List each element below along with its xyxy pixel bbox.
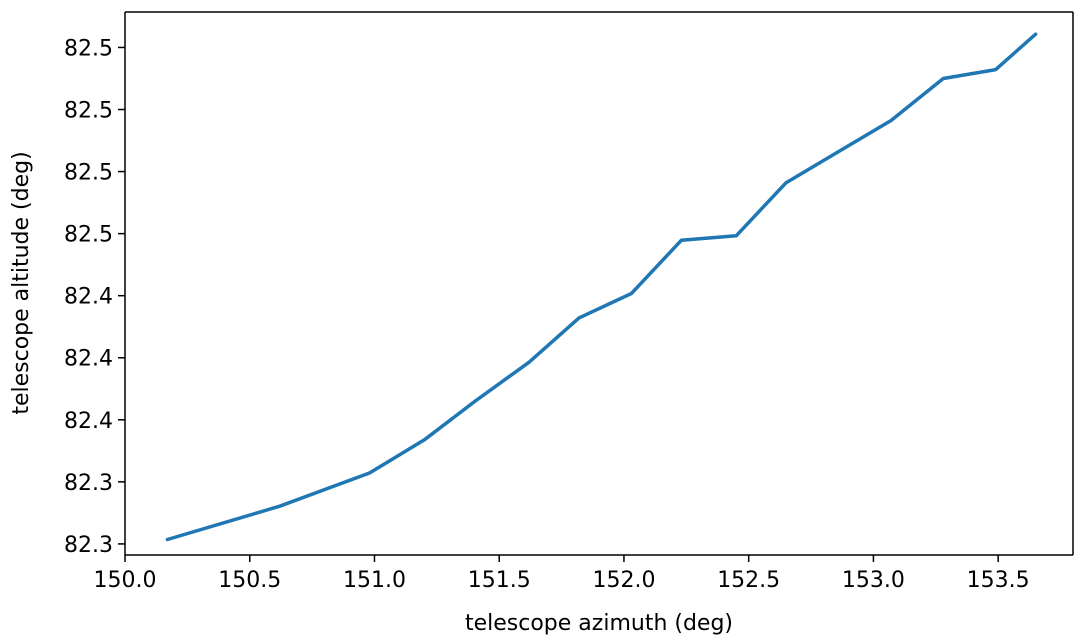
x-tick-label: 152.5 [717, 568, 780, 593]
x-tick-label: 153.0 [842, 568, 905, 593]
x-axis-label: telescope azimuth (deg) [465, 611, 733, 636]
y-tick-label: 82.5 [64, 99, 113, 124]
x-tick-label: 151.5 [468, 568, 531, 593]
x-axis-ticks: 150.0 150.5 151.0 151.5 152.0 152.5 153.0 153.5 [94, 555, 1030, 593]
y-tick-label: 82.4 [64, 347, 113, 372]
series-line [165, 32, 1038, 542]
y-tick-label: 82.3 [64, 533, 113, 558]
x-tick-label: 151.0 [343, 568, 406, 593]
y-tick-label: 82.5 [64, 161, 113, 186]
y-tick-label: 82.5 [64, 223, 113, 248]
series-layer [165, 32, 1038, 542]
y-tick-label: 82.3 [64, 471, 113, 496]
y-tick-label: 82.5 [64, 36, 113, 61]
x-tick-label: 152.0 [592, 568, 655, 593]
x-tick-label: 150.5 [218, 568, 281, 593]
y-axis-ticks: 82.3 82.3 82.4 82.4 82.4 82.5 82.5 82.5 82.5 [64, 36, 125, 558]
y-axis-label: telescope altitude (deg) [9, 151, 34, 414]
y-tick-label: 82.4 [64, 285, 113, 310]
x-tick-label: 153.5 [967, 568, 1030, 593]
y-tick-label: 82.4 [64, 409, 113, 434]
x-tick-label: 150.0 [94, 568, 157, 593]
plot-frame [124, 11, 1074, 556]
